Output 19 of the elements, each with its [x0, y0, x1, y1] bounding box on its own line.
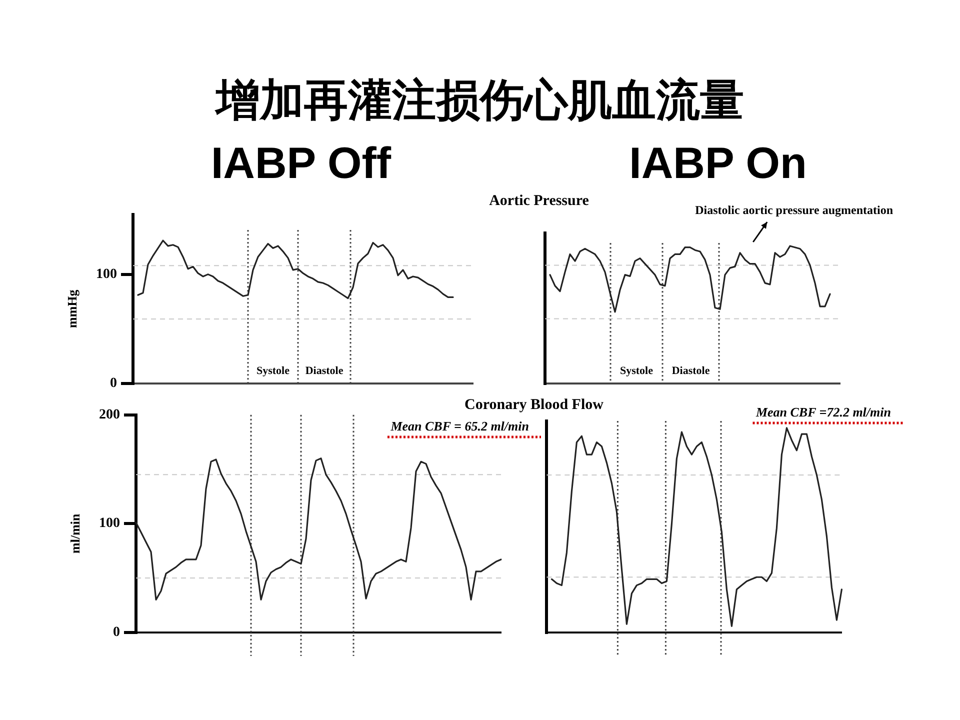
chart-subtitle: IABP On	[629, 139, 807, 188]
y-axis-title: ml/min	[67, 512, 82, 554]
y-tick-label: 0	[113, 624, 120, 640]
chart-title: Coronary Blood Flow	[464, 396, 604, 413]
text: Diastolic aortic pressure augmentation	[695, 203, 894, 218]
chart-title: Aortic Pressure	[489, 192, 590, 209]
y-tick-label: 100	[99, 516, 120, 532]
chart-title: 增加再灌注损伤心肌血流量	[214, 76, 744, 126]
annotation: Systole	[620, 364, 654, 377]
y-tick-label: 0	[110, 376, 117, 391]
y-axis-title: mmHg	[64, 289, 80, 328]
annotation: Diastole	[672, 364, 710, 377]
y-tick-label: 100	[96, 266, 117, 282]
annotation: Systole	[256, 364, 290, 377]
y-tick-label: 200	[99, 408, 120, 423]
text: Mean CBF =72.2 ml/min	[754, 404, 891, 420]
annotation: Diastole	[305, 364, 344, 377]
chart-subtitle: IABP Off	[210, 139, 392, 188]
annotation: Mean CBF = 65.2 ml/min	[390, 418, 529, 434]
